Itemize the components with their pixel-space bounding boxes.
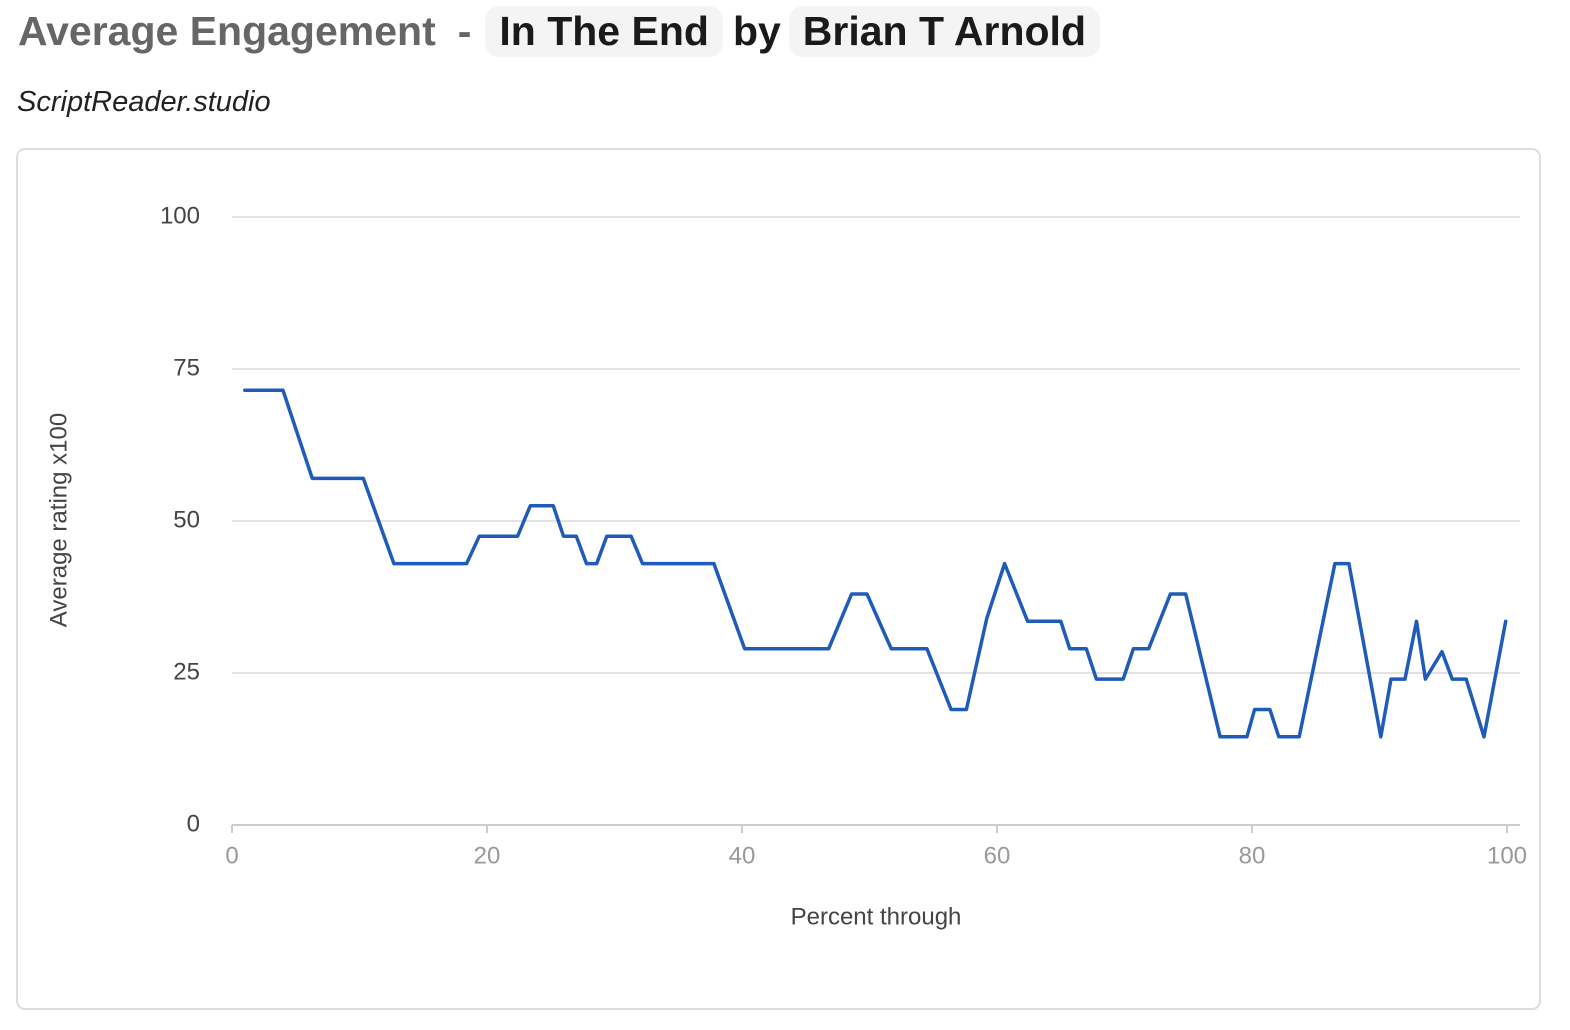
- separator: -: [457, 7, 472, 54]
- y-tick-label: 50: [173, 506, 200, 533]
- x-tick-label: 0: [225, 842, 238, 869]
- y-tick-label: 100: [160, 202, 200, 229]
- x-tick-label: 80: [1239, 842, 1266, 869]
- header: Average Engagement - In The End by Brian…: [18, 2, 1100, 60]
- line-series: [243, 388, 1508, 739]
- y-tick-label: 25: [173, 658, 200, 685]
- x-tick-label: 60: [984, 842, 1011, 869]
- author: Brian T Arnold: [788, 5, 1100, 57]
- by: by: [732, 7, 781, 54]
- subtitle: ScriptReader.studio: [17, 86, 271, 118]
- y-tick-label: 0: [187, 810, 200, 837]
- y-axis-label: Average rating x100: [45, 413, 72, 627]
- x-tick-label: 100: [1487, 842, 1527, 869]
- title: Average Engagement: [18, 7, 436, 54]
- script-title: In The End: [485, 5, 723, 57]
- x-tick-label: 20: [474, 842, 501, 869]
- y-tick-label: 75: [173, 354, 200, 381]
- x-axis-label: Percent through: [791, 903, 962, 930]
- card: [16, 148, 1541, 1010]
- x-tick-label: 40: [729, 842, 756, 869]
